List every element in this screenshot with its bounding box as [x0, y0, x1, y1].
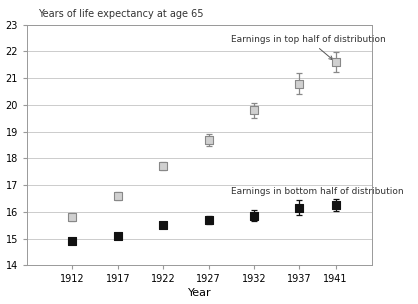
Point: [205, 137, 212, 142]
Point: [69, 215, 76, 219]
Point: [69, 239, 76, 244]
Point: [332, 203, 339, 208]
Text: Earnings in top half of distribution: Earnings in top half of distribution: [231, 35, 386, 60]
Point: [332, 60, 339, 64]
Point: [160, 223, 166, 228]
Point: [251, 108, 257, 113]
Point: [160, 164, 166, 169]
Point: [251, 213, 257, 218]
Point: [296, 206, 303, 210]
Point: [205, 217, 212, 222]
Point: [115, 233, 121, 238]
Point: [115, 193, 121, 198]
X-axis label: Year: Year: [188, 288, 212, 299]
Point: [296, 81, 303, 86]
Text: Earnings in bottom half of distribution: Earnings in bottom half of distribution: [231, 187, 404, 196]
Text: Years of life expectancy at age 65: Years of life expectancy at age 65: [38, 9, 203, 19]
